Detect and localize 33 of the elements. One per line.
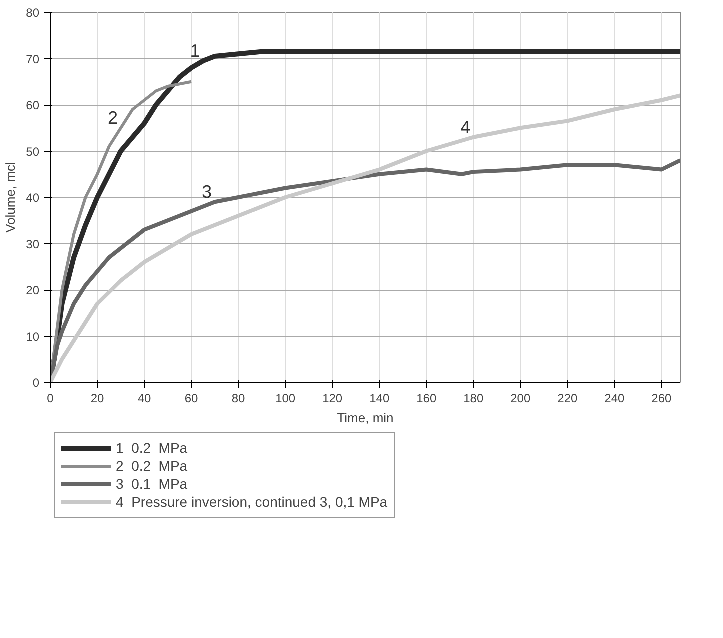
x-tick-label: 240 <box>604 392 626 406</box>
x-tick-label: 80 <box>232 392 246 406</box>
x-tick-label: 120 <box>322 392 343 406</box>
legend-label: 3 0.1 MPa <box>116 475 188 493</box>
y-tick-label: 70 <box>26 52 40 66</box>
annotation: 3 <box>202 182 212 202</box>
y-tick-label: 40 <box>26 191 40 205</box>
y-tick-label: 80 <box>26 6 40 20</box>
legend-label: 4 Pressure inversion, continued 3, 0,1 MPa <box>116 493 388 511</box>
x-tick-label: 140 <box>370 392 390 406</box>
annotation: 1 <box>190 41 200 62</box>
y-tick-label: 10 <box>26 330 40 344</box>
annotation: 2 <box>108 108 118 128</box>
x-tick-label: 20 <box>90 392 105 406</box>
y-tick-label: 20 <box>26 284 40 298</box>
y-tick-label: 0 <box>32 376 40 390</box>
x-tick-label: 40 <box>138 392 152 406</box>
legend-label: 1 0.2 MPa <box>116 439 188 457</box>
y-tick-label: 30 <box>26 237 40 252</box>
x-tick-label: 220 <box>558 392 578 406</box>
y-axis-title: Volume, mcl <box>3 162 18 233</box>
y-tick-label: 60 <box>26 98 40 112</box>
y-tick-label: 50 <box>26 144 40 159</box>
annotation: 4 <box>460 117 471 138</box>
x-axis-title: Time, min <box>337 410 394 426</box>
x-tick-label: 180 <box>464 392 484 406</box>
x-tick-label: 160 <box>416 392 437 406</box>
x-tick-label: 0 <box>47 392 54 406</box>
x-tick-label: 60 <box>184 392 199 406</box>
legend-label: 2 0.2 MPa <box>116 457 188 475</box>
x-tick-label: 200 <box>510 392 531 406</box>
x-tick-label: 100 <box>276 392 296 406</box>
x-tick-label: 260 <box>652 392 672 406</box>
